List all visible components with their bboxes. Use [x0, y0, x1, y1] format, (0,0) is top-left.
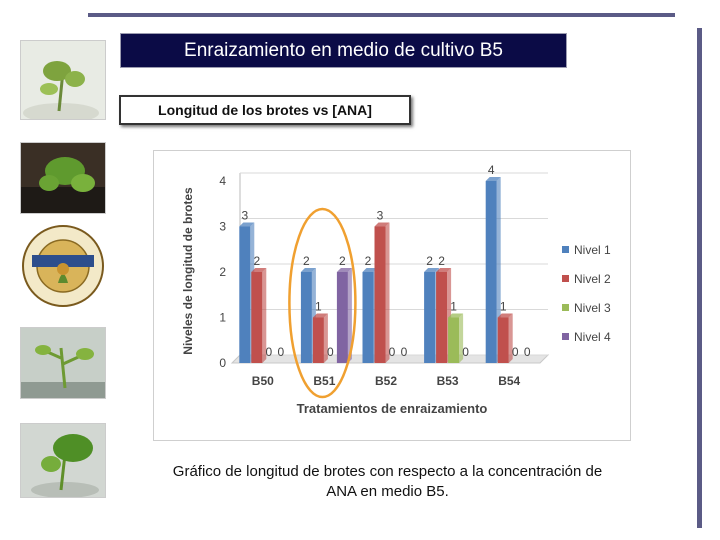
bar-top — [239, 222, 255, 227]
highlight-ellipse — [288, 207, 357, 399]
x-tick-label: B53 — [437, 374, 459, 388]
legend-label: Nivel 4 — [574, 330, 611, 344]
chart-frame: 0 1 2 3 4 3 2 0 0 B50 2 1 0 2 B51 2 3 0 0 B52 2 2 1 0 B53 4 1 0 0 B54… — [153, 150, 631, 441]
bar — [424, 272, 436, 363]
x-tick-label: B52 — [375, 374, 397, 388]
x-axis-title: Tratamientos de enraizamiento — [297, 401, 488, 416]
data-label: 4 — [488, 163, 495, 177]
data-label: 0 — [277, 345, 284, 359]
data-label: 2 — [438, 254, 445, 268]
data-label: 0 — [265, 345, 272, 359]
bar-top — [336, 268, 352, 272]
data-label: 0 — [462, 345, 469, 359]
bar-top — [436, 268, 452, 272]
lab-logo — [22, 225, 104, 307]
data-label: 2 — [253, 254, 260, 268]
data-label: 0 — [401, 345, 408, 359]
top-rule — [88, 13, 675, 17]
bar-side — [347, 268, 352, 363]
x-tick-label: B51 — [313, 374, 335, 388]
bar — [374, 226, 386, 363]
legend-swatch — [562, 304, 569, 311]
bar-side — [262, 268, 267, 363]
slide-title: Enraizamiento en medio de cultivo B5 — [184, 39, 503, 61]
slide-subtitle-box: Longitud de los brotes vs [ANA] — [119, 95, 411, 125]
y-tick-label: 4 — [219, 174, 226, 188]
data-label: 2 — [303, 254, 310, 268]
bar-side — [323, 313, 328, 363]
slide-subtitle: Longitud de los brotes vs [ANA] — [158, 102, 372, 118]
y-tick-label: 0 — [219, 356, 226, 370]
bar-top — [300, 268, 316, 272]
bar — [239, 226, 251, 363]
data-label: 0 — [512, 345, 519, 359]
data-label: 0 — [389, 345, 396, 359]
bar — [251, 272, 263, 363]
legend-label: Nivel 2 — [574, 272, 611, 286]
bar-top — [312, 313, 328, 318]
legend-swatch — [562, 333, 569, 340]
legend-swatch — [562, 246, 569, 253]
bar — [336, 272, 348, 363]
data-label: 1 — [500, 300, 507, 314]
data-label: 2 — [426, 254, 433, 268]
bar-side — [385, 222, 390, 363]
bar-top — [497, 313, 513, 318]
y-axis-title: Niveles de longitud de brotes — [181, 187, 195, 355]
bar-top — [424, 268, 440, 272]
legend-label: Nivel 3 — [574, 301, 611, 315]
data-label: 3 — [377, 209, 384, 223]
plant-photo-2 — [20, 142, 106, 214]
bar — [497, 317, 509, 363]
data-label: 3 — [241, 209, 248, 223]
data-label: 1 — [450, 300, 457, 314]
x-tick-label: B50 — [252, 374, 274, 388]
bar — [485, 181, 497, 363]
slide-title-box: Enraizamiento en medio de cultivo B5 — [120, 33, 567, 68]
bar — [448, 317, 460, 363]
plant-photo-3 — [20, 327, 106, 399]
data-label: 0 — [524, 345, 531, 359]
bar-top — [251, 268, 267, 272]
right-rule — [697, 28, 702, 528]
bar — [300, 272, 312, 363]
bar-top — [362, 268, 378, 272]
bar-top — [374, 222, 390, 227]
y-tick-label: 1 — [219, 311, 226, 325]
bar — [312, 317, 324, 363]
bar — [436, 272, 448, 363]
legend-label: Nivel 1 — [574, 243, 611, 257]
bar-top — [448, 313, 464, 318]
legend-swatch — [562, 275, 569, 282]
data-label: 0 — [327, 345, 334, 359]
y-tick-label: 2 — [219, 265, 226, 279]
data-label: 1 — [315, 300, 322, 314]
bar-side — [459, 313, 464, 363]
chart-caption: Gráfico de longitud de brotes con respec… — [172, 463, 603, 500]
y-tick-label: 3 — [219, 220, 226, 234]
data-label: 2 — [365, 254, 372, 268]
x-tick-label: B54 — [498, 374, 520, 388]
plant-photo-1 — [20, 40, 106, 120]
data-label: 2 — [339, 254, 346, 268]
plant-photo-4 — [20, 423, 106, 498]
bar — [362, 272, 374, 363]
bar-top — [485, 177, 501, 181]
bar-side — [508, 313, 513, 363]
